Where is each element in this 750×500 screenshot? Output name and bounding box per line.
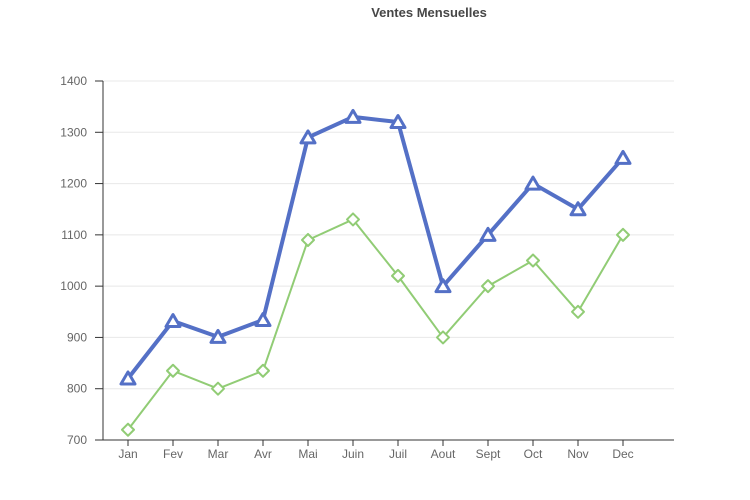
green-diamond-series-marker-diamond[interactable] xyxy=(346,212,360,227)
y-axis-tick-label: 1000 xyxy=(60,279,87,293)
blue-triangle-series-marker-triangle[interactable] xyxy=(119,370,137,386)
green-diamond-series-marker-diamond[interactable] xyxy=(436,330,450,345)
green-diamond-series-marker-diamond[interactable] xyxy=(256,363,270,378)
y-axis-tick-label: 1300 xyxy=(60,125,87,139)
x-axis-tick-label: Jan xyxy=(118,447,137,461)
x-axis-tick-label: Fev xyxy=(163,447,183,461)
x-axis-tick-label: Dec xyxy=(612,447,633,461)
green-diamond-series-marker-diamond[interactable] xyxy=(301,232,315,247)
x-axis-tick-label: Juin xyxy=(342,447,364,461)
x-axis-tick-label: Aout xyxy=(431,447,456,461)
blue-triangle-series-marker-triangle[interactable] xyxy=(209,328,227,344)
blue-triangle-series-marker-triangle[interactable] xyxy=(299,129,317,145)
y-axis-tick-label: 1400 xyxy=(60,74,87,88)
blue-triangle-series-marker-triangle[interactable] xyxy=(344,108,362,124)
x-axis-tick-label: Mai xyxy=(298,447,317,461)
x-axis-tick-label: Mar xyxy=(208,447,229,461)
blue-triangle-series-marker-triangle[interactable] xyxy=(479,226,497,242)
green-diamond-series-marker-diamond[interactable] xyxy=(481,279,495,294)
y-axis-tick-label: 1100 xyxy=(61,228,87,242)
x-axis-tick-label: Nov xyxy=(567,447,588,461)
y-axis-tick-label: 800 xyxy=(67,382,87,396)
green-diamond-series-marker-diamond[interactable] xyxy=(121,422,135,437)
blue-triangle-series-marker-triangle[interactable] xyxy=(389,114,407,130)
x-axis-tick-label: Avr xyxy=(254,447,272,461)
green-diamond-series-marker-diamond[interactable] xyxy=(526,253,540,268)
y-axis-tick-label: 700 xyxy=(67,433,87,447)
x-axis-tick-label: Juil xyxy=(389,447,407,461)
blue-triangle-series-marker-triangle[interactable] xyxy=(434,278,452,294)
green-diamond-series-marker-diamond[interactable] xyxy=(571,304,585,319)
green-diamond-series-marker-diamond[interactable] xyxy=(391,268,405,283)
blue-triangle-series-marker-triangle[interactable] xyxy=(254,311,272,327)
x-axis-tick-label: Sept xyxy=(476,447,501,461)
blue-triangle-series-marker-triangle[interactable] xyxy=(569,201,587,217)
y-axis-tick-label: 900 xyxy=(67,330,87,344)
green-diamond-series-marker-diamond[interactable] xyxy=(211,381,225,396)
green-diamond-series-marker-diamond[interactable] xyxy=(166,363,180,378)
blue-triangle-series-marker-triangle[interactable] xyxy=(164,313,182,329)
green-diamond-series-line[interactable] xyxy=(127,218,624,431)
blue-triangle-series-marker-triangle[interactable] xyxy=(614,149,632,165)
x-axis-tick-label: Oct xyxy=(524,447,543,461)
green-diamond-series-marker-diamond[interactable] xyxy=(616,227,630,242)
y-axis-tick-label: 1200 xyxy=(60,177,87,191)
chart-title: Ventes Mensuelles xyxy=(371,5,487,20)
blue-triangle-series-marker-triangle[interactable] xyxy=(524,175,542,191)
